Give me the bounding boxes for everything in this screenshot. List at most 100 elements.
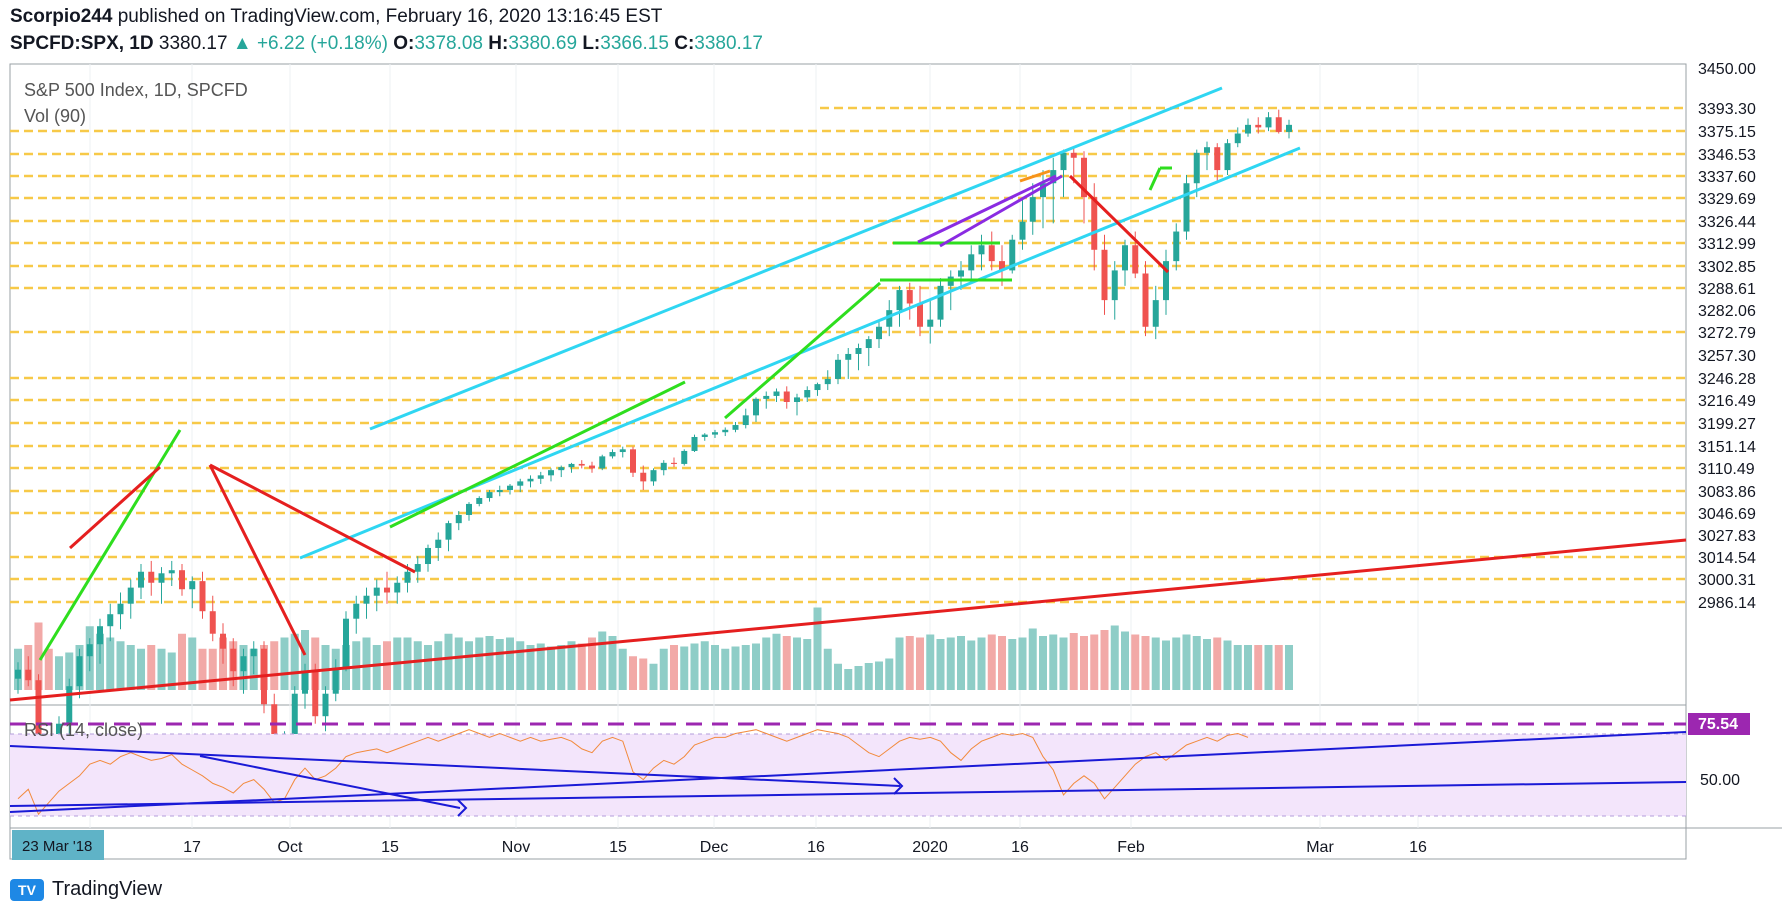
rsi-divergence-line[interactable]	[9, 745, 901, 787]
volume-bar	[629, 656, 637, 690]
purple-wedge-line[interactable]	[939, 174, 1063, 248]
volume-bar	[362, 637, 371, 690]
rsi-rising-trendline[interactable]	[9, 781, 1687, 807]
volume-bar	[1162, 640, 1170, 690]
candle-body	[25, 669, 32, 681]
candle-body	[250, 648, 257, 657]
candle-body	[732, 425, 739, 430]
price-axis[interactable]: 3450.00 3393.30 3375.15 3346.53 3337.60 3329.…	[1698, 61, 1756, 612]
candle-body	[322, 693, 329, 717]
time-tick-label: 17	[183, 839, 201, 856]
candle-body	[650, 470, 657, 482]
candle-body	[619, 449, 626, 453]
candle-body	[1255, 124, 1262, 128]
tradingview-footer[interactable]: TV TradingView	[10, 878, 162, 901]
red-trendline[interactable]	[209, 463, 416, 574]
author-name[interactable]: Scorpio244	[10, 6, 113, 27]
candle-body	[609, 452, 616, 457]
candle-body	[435, 539, 442, 548]
red-trendline[interactable]	[68, 465, 162, 550]
price-tick-label: 3046.69	[1698, 506, 1756, 523]
open-value: 3378.08	[414, 33, 483, 54]
volume-bar	[916, 637, 924, 690]
volume-bar	[700, 641, 709, 690]
close-value: 3380.17	[694, 33, 763, 54]
volume-bar	[875, 661, 883, 690]
candle-body	[343, 618, 349, 669]
candle-body	[517, 481, 524, 486]
orange-wedge-line[interactable]	[1019, 169, 1051, 183]
green-trendline[interactable]	[724, 281, 881, 420]
volume-bar	[1274, 645, 1283, 690]
candle-body	[455, 514, 462, 524]
volume-bar	[1039, 636, 1047, 690]
volume-bar	[1121, 631, 1129, 690]
price-tick-label: 3302.85	[1698, 259, 1756, 276]
time-tick-label: Oct	[278, 839, 303, 856]
candle-body	[640, 472, 647, 482]
time-tick-label: 2020	[912, 839, 948, 856]
volume-bar	[711, 645, 719, 690]
volume-bar	[383, 641, 391, 690]
time-tick-label: 15	[609, 839, 627, 856]
volume-bar	[1182, 634, 1191, 690]
upper-channel-line[interactable]	[369, 86, 1223, 431]
time-tick-label: Nov	[502, 839, 530, 856]
red-trendline[interactable]	[1068, 174, 1170, 274]
candle-body	[466, 503, 472, 515]
candle-body	[15, 669, 21, 679]
volume-bar	[977, 637, 986, 690]
rsi-line	[17, 729, 1249, 816]
volume-bar	[403, 637, 412, 690]
volume-bar	[864, 663, 873, 690]
volume-bar	[106, 637, 115, 690]
green-trendline[interactable]	[389, 380, 686, 529]
rsi-divergence-line[interactable]	[199, 755, 461, 809]
candle-body	[220, 633, 226, 649]
long-term-trendline[interactable]	[9, 538, 1687, 702]
candle-body	[291, 693, 298, 744]
candle-body	[107, 614, 114, 627]
volume-bar	[1069, 633, 1078, 690]
candle-body	[630, 449, 636, 473]
volume-bar	[208, 648, 217, 690]
time-tick-label: Dec	[700, 839, 728, 856]
volume-bar	[547, 646, 555, 690]
volume-bar	[65, 652, 74, 690]
candle-body	[681, 450, 688, 464]
volume-bar	[803, 639, 812, 690]
high-value: 3380.69	[508, 33, 578, 54]
candle-body	[599, 456, 606, 469]
volume-bar	[198, 648, 207, 690]
volume-bar	[659, 648, 668, 690]
price-tick-label: 2986.14	[1698, 595, 1756, 612]
candle-body	[578, 463, 585, 466]
time-axis[interactable]: Sep17Oct15Nov15Dec16202016FebMar16	[76, 839, 1427, 856]
symbol-label[interactable]: SPCFD:SPX, 1D	[10, 33, 154, 54]
red-trendline[interactable]	[208, 464, 307, 656]
price-tick-label: 3375.15	[1698, 124, 1756, 141]
candle-body	[968, 254, 975, 271]
rsi-band	[10, 734, 1686, 816]
candle-body	[917, 303, 923, 327]
rsi-value-label: 75.54	[1698, 716, 1738, 733]
volume-bar	[465, 641, 473, 690]
time-tick-label: 16	[1011, 839, 1029, 856]
candle-body	[507, 485, 513, 491]
volume-bar	[1059, 637, 1068, 690]
candle-body	[1183, 183, 1190, 232]
candle-body	[1081, 157, 1087, 198]
price-tick-label: 3246.28	[1698, 371, 1756, 388]
price-tick-label: 3199.27	[1698, 416, 1756, 433]
candle-body	[1040, 183, 1046, 198]
candle-body	[855, 348, 862, 354]
high-label: H:	[488, 33, 509, 54]
arrow-right-icon	[457, 799, 468, 817]
rsi-rising-trendline[interactable]	[9, 731, 1687, 813]
chart-title: S&P 500 Index, 1D, SPCFD	[24, 80, 248, 100]
green-trendline[interactable]	[1148, 167, 1162, 191]
price-tick-label: 3393.30	[1698, 101, 1756, 118]
purple-wedge-line[interactable]	[917, 174, 1057, 244]
candle-body	[363, 595, 370, 604]
